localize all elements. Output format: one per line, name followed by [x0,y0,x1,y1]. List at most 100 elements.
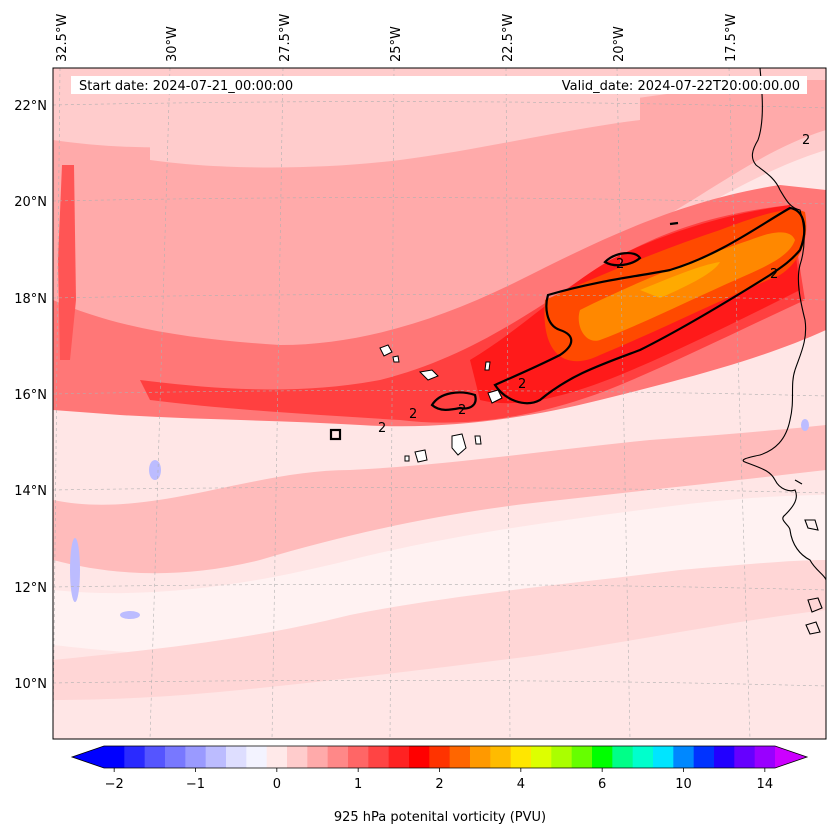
colorbar-tick-label: 6 [598,777,606,792]
lon-label: 22.5°W [501,14,516,62]
colorbar-segment [632,746,654,768]
contour-label: 2 [770,267,778,282]
pv-field-west-strip [58,165,76,360]
colorbar-segment [673,746,695,768]
colorbar-segment [226,746,247,768]
lon-label: 32.5°W [55,14,70,62]
map-frame [52,67,827,740]
contour-label: 2 [409,407,417,422]
pv-field-blue-patch [120,611,140,619]
colorbar-segment [490,746,512,768]
colorbar-segment [327,746,349,768]
colorbar-label: 925 hPa potenital vorticity (PVU) [334,810,546,825]
contour-labels: 2 2 2 2 2 2 2 [378,133,810,436]
coastline-islands [807,597,823,613]
colorbar-segment [653,746,674,768]
coastline-africa [742,68,826,581]
colorbar-segment [144,746,166,768]
pv-contours [329,206,806,441]
colorbar-tick-label: 4 [517,777,525,792]
pv-field-yellow-orange [640,262,720,298]
map-panel: 2 2 2 2 2 2 2 [53,68,826,739]
colorbar-segment [307,746,329,768]
pv-contour-small [430,391,477,411]
lon-labels: 32.5°W 30°W 27.5°W 25°W 22.5°W 20°W 17.5… [55,14,739,62]
colorbar-tick-label: −1 [186,777,205,792]
colorbar-segment [104,746,125,768]
colorbar-tick-label: −2 [105,777,124,792]
colorbar-segment [266,746,288,768]
cape-verde-islands [379,344,503,463]
lat-label: 14°N [14,484,47,499]
pv-contour-main [493,206,806,405]
lat-label: 22°N [14,99,47,114]
lat-labels: 22°N 20°N 18°N 16°N 14°N 12°N 10°N [14,99,47,692]
colorbar-segment [734,746,756,768]
pv-field-light-north-pale [150,85,640,168]
lon-label: 25°W [389,26,404,62]
contour-label: 2 [616,257,624,272]
pv-contour-small [603,252,642,267]
colorbar-tick-label: 0 [273,777,281,792]
pv-field-orange [578,232,795,341]
colorbar-segments [104,746,776,768]
colorbar-tick-label: 14 [757,777,774,792]
colorbar-segment [246,746,268,768]
start-date: Start date: 2024-07-21_00:00:00 [79,79,293,94]
pv-field-blue-patch [801,419,809,431]
colorbar-segment [470,746,491,768]
pv-field-south-streak [53,425,826,574]
pv-field-blue-patch [149,460,161,480]
colorbar-outline [70,745,809,769]
colorbar-extend-low [72,746,104,768]
contour-label: 2 [458,403,466,418]
contour-label: 2 [518,377,526,392]
lat-label: 16°N [14,388,47,403]
colorbar-segment [185,746,207,768]
colorbar-segment [409,746,430,768]
lat-label: 20°N [14,195,47,210]
lon-label: 20°W [612,26,627,62]
lon-label: 17.5°W [724,14,739,62]
valid-date: Valid_date: 2024-07-22T20:00:00.00 [562,79,800,94]
coastline [742,68,826,635]
colorbar-segment [368,746,390,768]
colorbar-segment [551,746,573,768]
pv-contour-small [329,428,342,441]
colorbar-segment [287,746,308,768]
pv-field-south-pale [53,495,826,654]
coastline-islands [794,479,803,485]
colorbar-tick-label: 2 [435,777,443,792]
info-box [71,76,807,94]
colorbar-segment [205,746,227,768]
lat-label: 10°N [14,677,47,692]
colorbar-ticks: −2 −1 0 1 2 4 6 10 14 [105,768,774,792]
lat-label: 12°N [14,581,47,596]
colorbar-tick-label: 1 [354,777,362,792]
lon-label: 27.5°W [278,14,293,62]
colorbar-segment [531,746,552,768]
pv-field-blue-patch [70,538,80,602]
colorbar-segment [348,746,369,768]
lon-label: 30°W [165,26,180,62]
colorbar-segment [510,746,532,768]
pv-field-lower-band [53,560,826,700]
colorbar-segment [612,746,634,768]
colorbar-segment [714,746,735,768]
colorbar-segment [124,746,146,768]
pv-contour-small [669,221,679,226]
coastline-islands [804,519,819,531]
colorbar: −2 −1 0 1 2 4 6 10 14 925 hPa potenital vorticit… [70,745,809,825]
colorbar-segment [165,746,186,768]
lat-label: 18°N [14,292,47,307]
colorbar-segment [388,746,410,768]
coastline-islands [805,621,821,635]
colorbar-segment [571,746,593,768]
colorbar-tick-label: 10 [675,777,692,792]
colorbar-segment [429,746,451,768]
colorbar-segment [592,746,613,768]
contour-label: 2 [802,133,810,148]
colorbar-segment [449,746,471,768]
colorbar-extend-high [775,746,807,768]
